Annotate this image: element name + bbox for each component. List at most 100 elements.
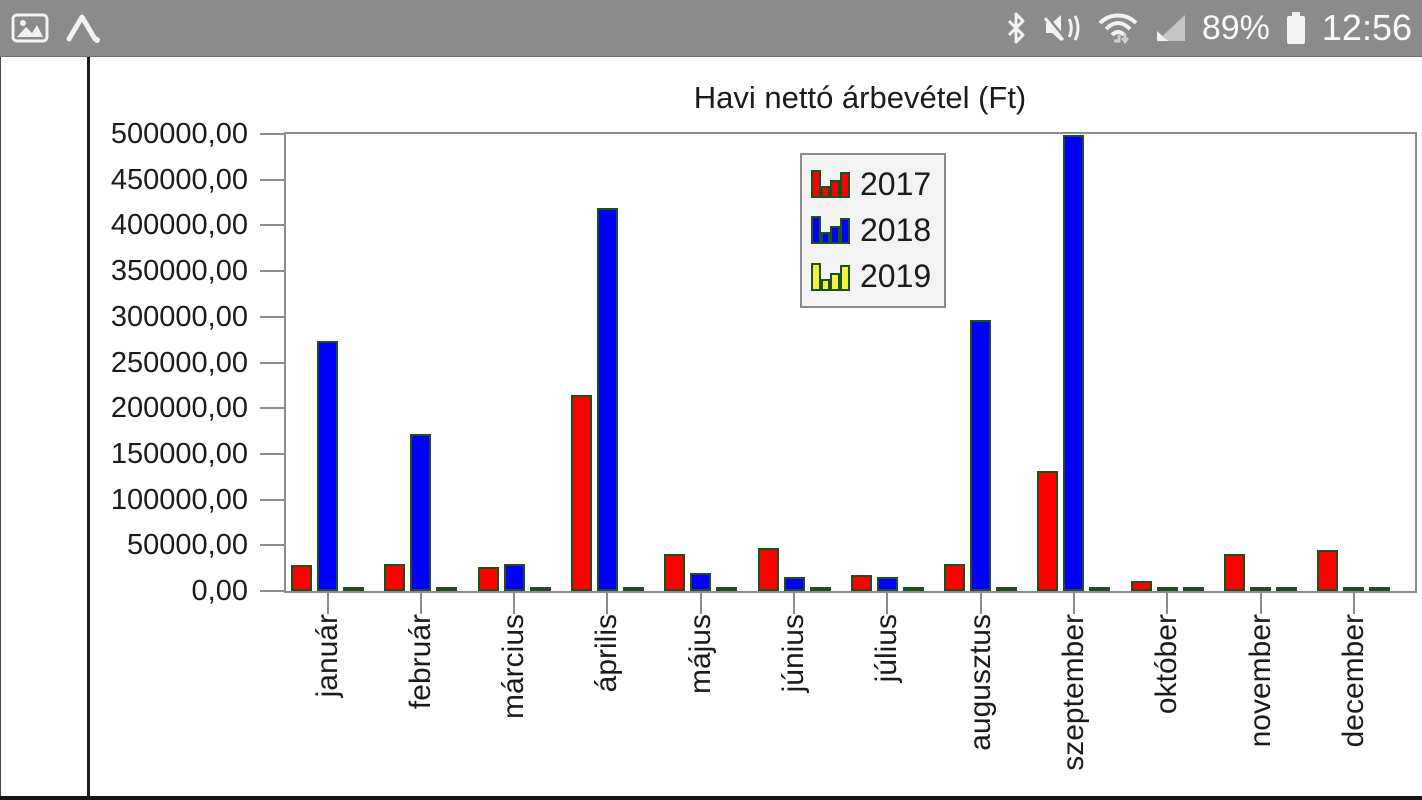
bluetooth-icon (1004, 11, 1028, 45)
page-margin-strip (0, 57, 90, 796)
x-axis-label: január (310, 614, 344, 698)
cell-signal-icon (1154, 12, 1188, 44)
bar-2018-december (1343, 587, 1365, 591)
y-axis-label: 400000,00 (110, 209, 248, 242)
y-axis-label: 200000,00 (110, 392, 248, 425)
bar-2018-szeptember (1063, 135, 1085, 591)
y-axis-tick (260, 361, 284, 364)
bar-2017-június (757, 548, 779, 591)
y-axis-label: 100000,00 (110, 483, 248, 516)
x-axis-label: november (1243, 614, 1277, 748)
bar-2017-július (850, 575, 872, 591)
bar-2018-június (783, 577, 805, 591)
y-axis-tick (260, 498, 284, 501)
bar-2019-december (1369, 587, 1391, 591)
letter-a-icon (64, 12, 102, 44)
y-axis-tick (260, 133, 284, 135)
y-axis-tick (260, 544, 284, 547)
y-axis-label: 300000,00 (110, 300, 248, 333)
bar-swatch-icon (811, 262, 850, 291)
bar-swatch-icon (811, 170, 850, 199)
bar-2017-november (1224, 554, 1245, 591)
bar-2019-november (1276, 587, 1297, 591)
x-axis-label: április (590, 614, 624, 693)
mute-vibrate-icon (1042, 11, 1082, 45)
legend-label: 2018 (860, 211, 932, 248)
y-axis-label: 50000,00 (127, 529, 248, 562)
y-axis-label: 350000,00 (110, 255, 248, 288)
legend: 2017 2018 2019 (800, 153, 946, 308)
bar-2018-április (596, 208, 618, 591)
bar-2018-július (876, 577, 898, 591)
legend-label: 2019 (860, 258, 932, 295)
bar-2019-május (716, 587, 738, 591)
x-axis-tick (699, 591, 702, 614)
bar-2018-augusztus (970, 320, 992, 591)
y-axis-label: 500000,00 (110, 118, 248, 150)
legend-label: 2017 (860, 165, 932, 202)
status-bar: 89% 12:56 (0, 0, 1422, 57)
battery-percent: 89% (1201, 8, 1270, 47)
bar-swatch-icon (811, 216, 850, 245)
bar-2017-április (570, 395, 592, 591)
y-axis-tick (260, 270, 284, 273)
y-axis-tick (260, 315, 284, 318)
x-axis-tick (793, 591, 795, 614)
bar-2018-január (317, 341, 338, 591)
bar-2018-február (410, 434, 432, 591)
clock-text: 12:56 (1321, 7, 1412, 48)
bar-2017-december (1317, 550, 1339, 591)
x-axis-label: március (497, 614, 531, 720)
bar-2017-október (1130, 581, 1152, 591)
x-axis-tick (1259, 591, 1262, 614)
x-axis-label: szeptember (1056, 614, 1090, 771)
y-axis-label: 0,00 (191, 575, 248, 607)
status-bar-left (10, 12, 102, 44)
bar-2019-augusztus (996, 587, 1018, 591)
x-axis-label: július (870, 614, 904, 683)
x-axis-tick (1072, 591, 1075, 614)
bar-2018-október (1156, 587, 1178, 591)
bar-2017-március (477, 567, 499, 591)
battery-icon (1284, 10, 1308, 46)
legend-item-2019: 2019 (810, 258, 936, 295)
x-axis-tick (419, 591, 422, 614)
y-axis-label: 150000,00 (110, 437, 248, 470)
y-axis-label: 250000,00 (110, 346, 248, 379)
bar-2019-szeptember (1089, 587, 1111, 591)
y-axis-label: 450000,00 (110, 163, 248, 196)
x-axis-label: február (403, 614, 437, 710)
bar-2019-június (809, 587, 831, 591)
bar-2017-május (664, 554, 686, 591)
bar-2019-január (343, 587, 364, 591)
gallery-icon (10, 12, 50, 44)
y-axis-tick (260, 407, 284, 410)
y-axis-tick (260, 590, 284, 592)
chart-title: Havi nettó árbevétel (Ft) (693, 80, 1027, 115)
bar-2017-szeptember (1037, 471, 1059, 591)
legend-item-2018: 2018 (810, 212, 936, 249)
x-axis-tick (606, 591, 609, 614)
y-axis-tick (260, 224, 284, 227)
x-axis-label: augusztus (963, 614, 997, 751)
status-bar-right: 89% 12:56 (1004, 7, 1412, 49)
x-axis-label: december (1336, 614, 1370, 748)
bar-2018-március (503, 564, 525, 591)
bar-2018-november (1250, 587, 1271, 591)
x-axis-tick (1166, 591, 1169, 614)
bar-2017-február (384, 564, 406, 591)
x-axis-label: június (777, 614, 810, 693)
bar-2019-február (436, 587, 458, 591)
x-axis-tick (513, 591, 516, 614)
bar-2019-október (1182, 587, 1204, 591)
bar-2018-május (690, 573, 712, 591)
x-axis-label: október (1150, 614, 1184, 715)
x-axis-label: május (683, 614, 717, 695)
x-axis-tick (326, 591, 329, 614)
screen-bottom-border (0, 796, 1422, 800)
bar-2019-április (622, 587, 644, 591)
x-axis-tick (979, 591, 982, 614)
bar-2017-augusztus (944, 564, 966, 591)
bar-2019-július (902, 587, 924, 591)
